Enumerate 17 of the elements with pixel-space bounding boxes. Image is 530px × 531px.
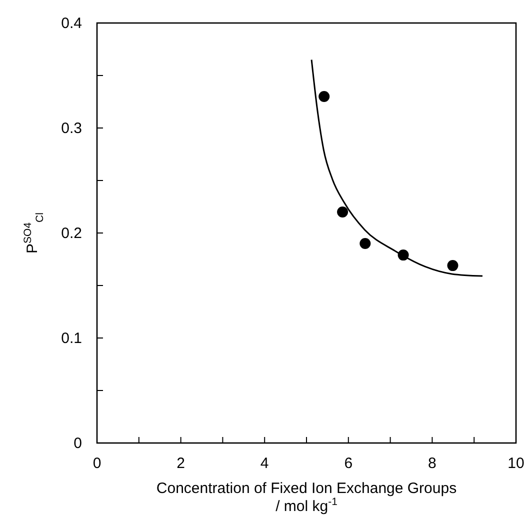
line-series [310, 59, 484, 277]
y-tick-label: 0.2 [61, 225, 82, 242]
x-tick-label: 6 [344, 455, 353, 472]
point [337, 206, 348, 218]
x-tick-label: 0 [92, 455, 102, 472]
point [447, 260, 458, 272]
point [318, 91, 330, 102]
x-tick-label: 2 [176, 455, 185, 472]
y-tick-label: 0.3 [61, 120, 82, 137]
y-tick-label: 0.1 [61, 330, 82, 347]
x-axis-title: Concentration of Fixed Ion Exchange Groups / mol kg$^{-1}$ [156, 480, 457, 515]
y-tick-label: 0 [74, 435, 82, 452]
y-tick-label: 0.4 [61, 15, 82, 32]
x-tick-label: 10 [508, 455, 524, 472]
point [360, 238, 371, 249]
x-tick-label: 4 [260, 455, 269, 472]
x-tick-label: 8 [428, 455, 436, 472]
